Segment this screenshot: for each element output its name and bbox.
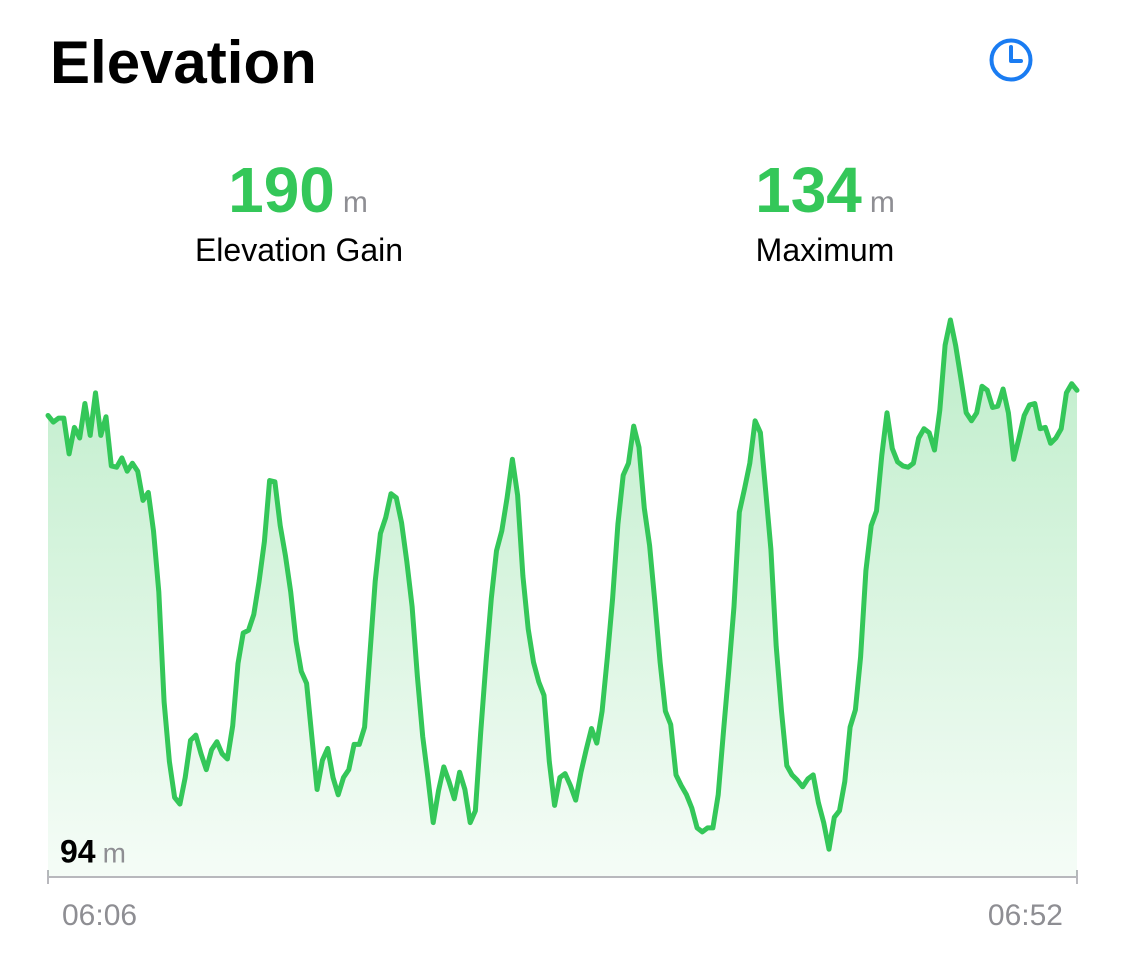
y-tick-value: 94 bbox=[60, 833, 96, 869]
y-tick-unit: m bbox=[103, 837, 126, 868]
elevation-line bbox=[45, 317, 1080, 852]
area-fill bbox=[48, 320, 1077, 876]
y-tick-label: 94 m bbox=[60, 833, 126, 869]
stat-max: 134 m bbox=[755, 154, 895, 226]
clock-hands bbox=[1009, 45, 1023, 63]
stat-value: 190 bbox=[228, 154, 335, 226]
stat-label: Elevation Gain bbox=[195, 232, 403, 268]
clock-icon[interactable] bbox=[989, 38, 1033, 82]
title: Elevation bbox=[50, 29, 317, 96]
x-tick-label: 06:06 bbox=[62, 899, 137, 932]
stat-value: 134 bbox=[755, 154, 862, 226]
stat-gain: 190 m bbox=[228, 154, 368, 226]
clock-circle bbox=[989, 38, 1033, 82]
stat-unit: m bbox=[343, 186, 368, 219]
stat-label: Maximum bbox=[756, 232, 895, 268]
stat-unit: m bbox=[870, 186, 895, 219]
x-tick-label: 06:52 bbox=[988, 899, 1063, 932]
